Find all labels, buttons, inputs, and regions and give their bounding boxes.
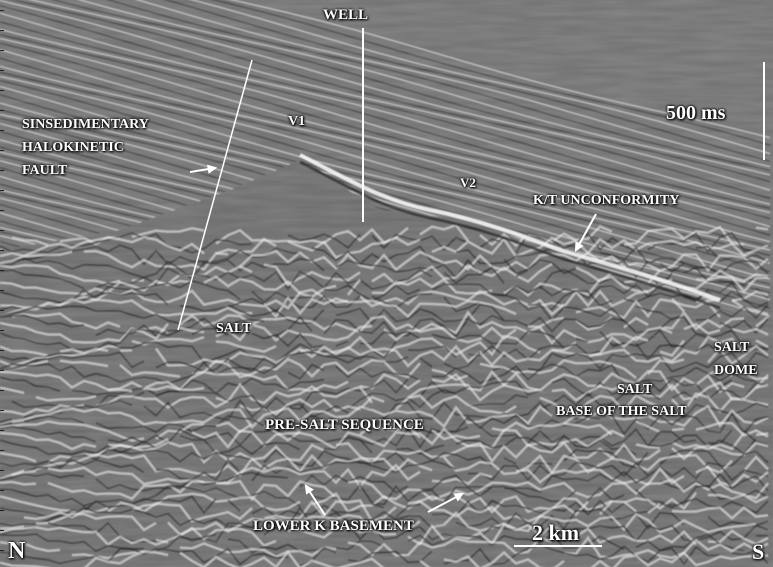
salt-label-right: SALT xyxy=(617,382,653,397)
basement-arrow-left-head xyxy=(304,484,314,495)
salt-label-left: SALT xyxy=(216,321,252,336)
axis-tick xyxy=(0,110,4,111)
axis-tick xyxy=(0,150,4,151)
axis-tick xyxy=(0,130,4,131)
salt-dome-label-line1: SALT xyxy=(714,340,750,355)
fault-label-line1: SINSEDIMENTARY xyxy=(22,117,149,132)
axis-tick xyxy=(0,510,4,511)
axis-tick xyxy=(0,430,4,431)
unconformity-label: K/T UNCONFORMITY xyxy=(533,193,680,208)
well-label: WELL xyxy=(323,7,369,23)
fault-label-line2: HALOKINETIC xyxy=(22,140,124,155)
axis-tick xyxy=(0,550,4,551)
axis-tick xyxy=(0,290,4,291)
lower-k-basement-label: LOWER K BASEMENT xyxy=(253,518,414,534)
axis-tick xyxy=(0,390,4,391)
horizontal-scale-label: 2 km xyxy=(532,520,580,545)
axis-tick xyxy=(0,490,4,491)
south-label: S xyxy=(752,539,765,564)
axis-tick xyxy=(0,50,4,51)
axis-tick xyxy=(0,450,4,451)
axis-tick xyxy=(0,170,4,171)
axis-tick xyxy=(0,250,4,251)
north-label: N xyxy=(8,538,26,564)
axis-tick xyxy=(0,10,4,11)
axis-tick xyxy=(0,190,4,191)
axis-tick xyxy=(0,330,4,331)
unconformity-arrow-head xyxy=(574,241,584,253)
axis-tick xyxy=(0,410,4,411)
axis-tick xyxy=(0,70,4,71)
vertical-scale-label: 500 ms xyxy=(666,102,726,124)
axis-tick xyxy=(0,470,4,471)
axis-tick xyxy=(0,90,4,91)
basement-arrow-right-head xyxy=(453,492,465,502)
axis-tick xyxy=(0,30,4,31)
pre-salt-label: PRE-SALT SEQUENCE xyxy=(265,417,424,433)
v2-label: V2 xyxy=(460,175,476,190)
axis-tick xyxy=(0,230,4,231)
fault-arrow-head xyxy=(207,164,218,174)
axis-tick xyxy=(0,310,4,311)
axis-tick xyxy=(0,350,4,351)
axis-tick xyxy=(0,370,4,371)
fault-trace-line xyxy=(177,59,253,331)
v1-label: V1 xyxy=(288,114,306,129)
salt-dome-label-line2: DOME xyxy=(714,363,758,378)
axis-tick xyxy=(0,530,4,531)
axis-tick xyxy=(0,270,4,271)
fault-label-line3: FAULT xyxy=(22,163,68,178)
axis-tick xyxy=(0,210,4,211)
base-of-salt-label: BASE OF THE SALT xyxy=(556,404,687,419)
